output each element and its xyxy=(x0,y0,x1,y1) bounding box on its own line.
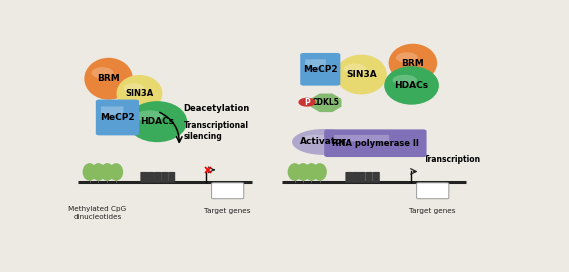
Text: CDKL5: CDKL5 xyxy=(312,98,340,107)
Text: Transcriptional
silencing: Transcriptional silencing xyxy=(184,121,249,141)
FancyBboxPatch shape xyxy=(305,59,326,67)
FancyBboxPatch shape xyxy=(154,172,161,183)
FancyBboxPatch shape xyxy=(345,172,352,183)
Ellipse shape xyxy=(83,163,97,181)
FancyBboxPatch shape xyxy=(358,172,366,183)
Ellipse shape xyxy=(336,55,387,94)
FancyBboxPatch shape xyxy=(212,183,244,199)
Text: Methylated CpG
dinucleotides: Methylated CpG dinucleotides xyxy=(68,206,127,220)
Text: Target genes: Target genes xyxy=(410,208,456,214)
FancyBboxPatch shape xyxy=(417,183,449,199)
Ellipse shape xyxy=(92,163,105,181)
Text: HDACs: HDACs xyxy=(140,117,174,126)
Text: MeCP2: MeCP2 xyxy=(100,113,135,122)
FancyBboxPatch shape xyxy=(300,53,340,86)
Text: SIN3A: SIN3A xyxy=(346,70,377,79)
Text: BRM: BRM xyxy=(97,74,120,83)
Polygon shape xyxy=(311,94,341,112)
Ellipse shape xyxy=(396,52,418,63)
Ellipse shape xyxy=(313,163,327,181)
FancyBboxPatch shape xyxy=(96,100,139,135)
Text: HDACs: HDACs xyxy=(394,81,428,90)
Text: MeCP2: MeCP2 xyxy=(303,65,337,74)
Text: RNA polymerase II: RNA polymerase II xyxy=(332,139,419,148)
Ellipse shape xyxy=(288,163,302,181)
Ellipse shape xyxy=(304,163,319,181)
FancyBboxPatch shape xyxy=(373,172,380,183)
Ellipse shape xyxy=(296,163,310,181)
Ellipse shape xyxy=(384,66,439,105)
FancyBboxPatch shape xyxy=(161,172,168,183)
Ellipse shape xyxy=(393,75,417,85)
Ellipse shape xyxy=(100,163,114,181)
Ellipse shape xyxy=(389,44,437,82)
Ellipse shape xyxy=(343,63,366,75)
FancyBboxPatch shape xyxy=(101,106,123,115)
FancyBboxPatch shape xyxy=(168,172,175,183)
Circle shape xyxy=(299,98,315,106)
FancyBboxPatch shape xyxy=(324,129,427,157)
Ellipse shape xyxy=(123,83,144,93)
Text: SIN3A: SIN3A xyxy=(125,89,154,98)
Ellipse shape xyxy=(292,129,356,155)
Ellipse shape xyxy=(92,67,113,79)
Ellipse shape xyxy=(302,135,330,142)
Ellipse shape xyxy=(84,58,133,100)
Text: Transcription: Transcription xyxy=(424,155,481,164)
Text: P: P xyxy=(304,98,310,107)
FancyBboxPatch shape xyxy=(366,172,373,183)
FancyBboxPatch shape xyxy=(334,135,389,141)
Ellipse shape xyxy=(117,75,162,112)
FancyBboxPatch shape xyxy=(352,172,359,183)
Ellipse shape xyxy=(127,101,187,142)
FancyBboxPatch shape xyxy=(141,172,147,183)
Text: Deacetylation: Deacetylation xyxy=(184,104,250,113)
Text: Activator: Activator xyxy=(300,137,347,146)
Text: Target genes: Target genes xyxy=(204,208,251,214)
FancyBboxPatch shape xyxy=(147,172,154,183)
Text: BRM: BRM xyxy=(402,58,424,67)
Ellipse shape xyxy=(136,110,163,122)
Ellipse shape xyxy=(109,163,123,181)
